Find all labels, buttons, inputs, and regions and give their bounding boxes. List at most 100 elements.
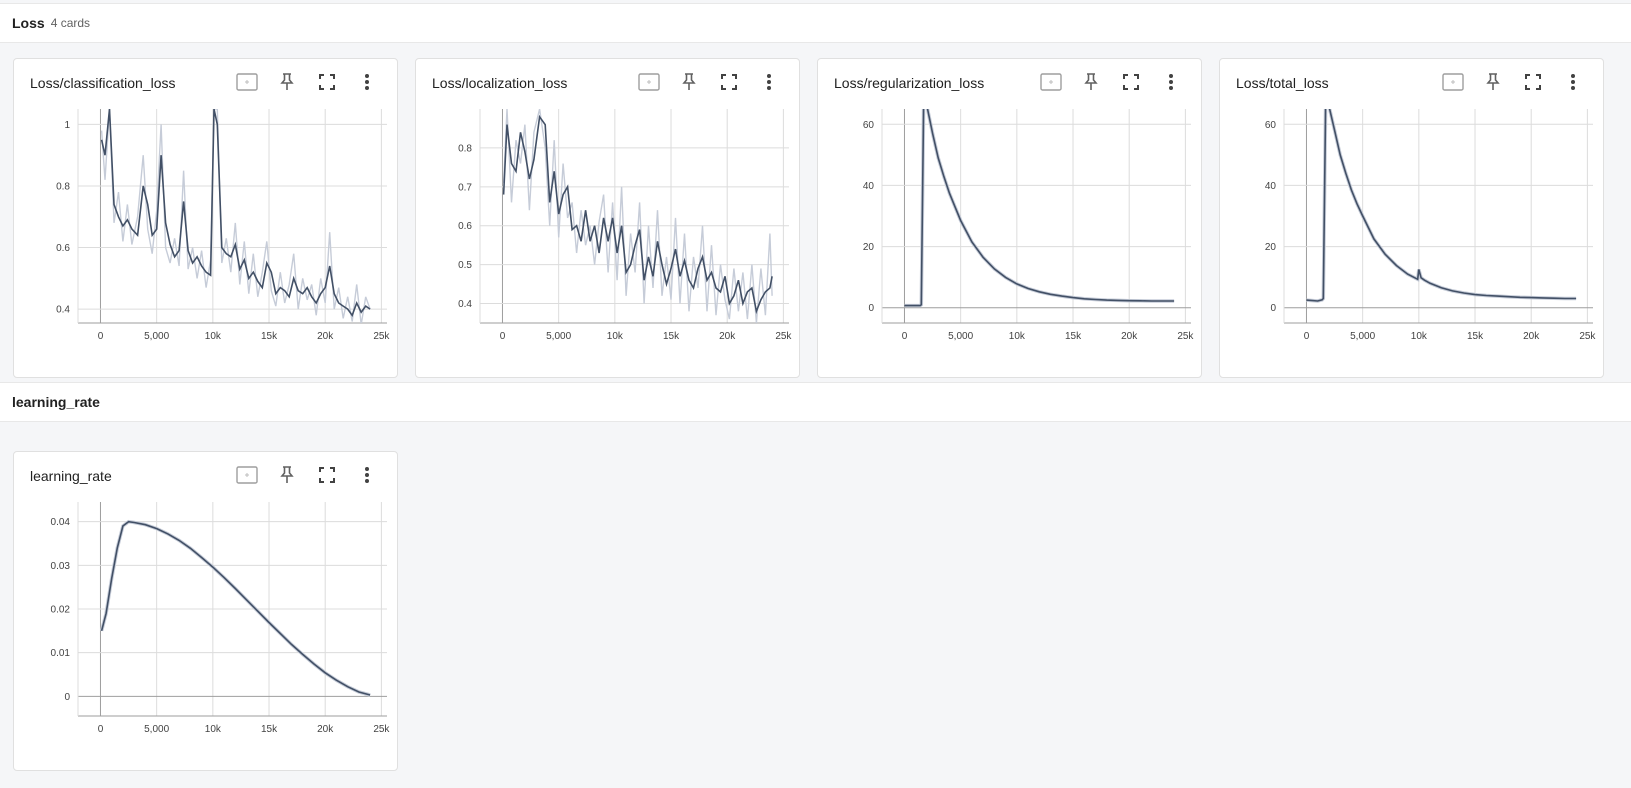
fullscreen-button[interactable] bbox=[1513, 72, 1553, 96]
line-chart[interactable]: 0 5,000 10k 15k 20k 25k 0 20 40 60 bbox=[818, 105, 1203, 345]
x-tick-label: 5,000 bbox=[1350, 331, 1375, 342]
pin-icon bbox=[280, 465, 294, 489]
pin-button[interactable] bbox=[267, 72, 307, 96]
scalar-card: Loss/classification_loss 0 5,000 10k 15k 20k 2… bbox=[13, 58, 398, 378]
more-vert-button[interactable] bbox=[1151, 72, 1191, 96]
more-vert-icon bbox=[1168, 73, 1174, 96]
y-tick-label: 0.04 bbox=[51, 517, 71, 528]
fullscreen-icon bbox=[319, 73, 335, 95]
group-card-count: 4 cards bbox=[50, 16, 91, 30]
fit-domain-button[interactable] bbox=[629, 72, 669, 96]
more-vert-icon bbox=[1570, 73, 1576, 96]
more-vert-button[interactable] bbox=[347, 465, 387, 489]
x-tick-label: 5,000 bbox=[546, 331, 571, 342]
x-tick-label: 25k bbox=[1579, 331, 1596, 342]
group-title: learning_rate bbox=[12, 394, 100, 410]
fullscreen-icon bbox=[1123, 73, 1139, 95]
y-tick-label: 0.4 bbox=[458, 299, 472, 310]
x-tick-label: 5,000 bbox=[144, 331, 169, 342]
x-tick-label: 20k bbox=[317, 331, 334, 342]
y-tick-label: 0 bbox=[1270, 303, 1276, 314]
card-toolbar bbox=[227, 72, 387, 96]
x-tick-label: 15k bbox=[261, 331, 278, 342]
y-tick-label: 60 bbox=[863, 120, 875, 131]
y-tick-label: 60 bbox=[1265, 120, 1277, 131]
pin-icon bbox=[1486, 72, 1500, 96]
chart-title: Loss/localization_loss bbox=[432, 75, 568, 91]
raw-series-line bbox=[100, 109, 371, 323]
y-tick-label: 0.6 bbox=[458, 221, 472, 232]
fit-domain-button[interactable] bbox=[1433, 72, 1473, 96]
line-chart[interactable]: 0 5,000 10k 15k 20k 25k 0.4 0.6 0.8 1 bbox=[14, 105, 399, 345]
y-tick-label: 20 bbox=[863, 242, 875, 253]
raw-series-line bbox=[1306, 109, 1577, 303]
x-tick-label: 20k bbox=[1121, 331, 1138, 342]
more-vert-button[interactable] bbox=[347, 72, 387, 96]
line-chart[interactable]: 0 5,000 10k 15k 20k 25k 0 0.01 0.02 0.03 0.04 bbox=[14, 498, 399, 738]
y-tick-label: 0.7 bbox=[458, 182, 472, 193]
fit-domain-button[interactable] bbox=[1031, 72, 1071, 96]
x-tick-label: 25k bbox=[1177, 331, 1194, 342]
pin-icon bbox=[682, 72, 696, 96]
y-tick-label: 40 bbox=[1265, 181, 1277, 192]
group-header-loss[interactable]: Loss 4 cards bbox=[0, 3, 1631, 43]
y-tick-label: 0.01 bbox=[51, 648, 71, 659]
line-chart[interactable]: 0 5,000 10k 15k 20k 25k 0 20 40 60 bbox=[1220, 105, 1605, 345]
x-tick-label: 25k bbox=[373, 724, 390, 735]
y-tick-label: 0.8 bbox=[458, 143, 472, 154]
x-tick-label: 10k bbox=[607, 331, 624, 342]
raw-series-line bbox=[99, 519, 371, 697]
chart-title: Loss/regularization_loss bbox=[834, 75, 985, 91]
scalar-card: Loss/regularization_loss 0 5,000 10k 15k 20k 2… bbox=[817, 58, 1202, 378]
x-tick-label: 0 bbox=[1304, 331, 1310, 342]
more-vert-icon bbox=[766, 73, 772, 96]
fit-domain-button[interactable] bbox=[227, 72, 267, 96]
fullscreen-icon bbox=[319, 466, 335, 488]
fullscreen-button[interactable] bbox=[307, 72, 347, 96]
pin-button[interactable] bbox=[1071, 72, 1111, 96]
x-tick-label: 10k bbox=[1009, 331, 1026, 342]
y-tick-label: 0.5 bbox=[458, 260, 472, 271]
x-tick-label: 0 bbox=[902, 331, 908, 342]
x-tick-label: 25k bbox=[373, 331, 390, 342]
x-tick-label: 15k bbox=[1467, 331, 1484, 342]
smoothed-series-line bbox=[1306, 109, 1577, 302]
pin-button[interactable] bbox=[669, 72, 709, 96]
smoothed-series-line bbox=[502, 114, 773, 315]
pin-button[interactable] bbox=[267, 465, 307, 489]
y-tick-label: 0.8 bbox=[56, 181, 70, 192]
y-tick-label: 0.03 bbox=[51, 561, 71, 572]
x-tick-label: 5,000 bbox=[948, 331, 973, 342]
y-tick-label: 40 bbox=[863, 181, 875, 192]
fullscreen-button[interactable] bbox=[1111, 72, 1151, 96]
fit-domain-icon bbox=[1040, 72, 1062, 96]
x-tick-label: 25k bbox=[775, 331, 792, 342]
scalar-card: Loss/total_loss 0 5,000 10k 15k 20k 25k 0 20 40 60 bbox=[1219, 58, 1604, 378]
card-toolbar bbox=[1433, 72, 1593, 96]
fullscreen-button[interactable] bbox=[307, 465, 347, 489]
y-tick-label: 1 bbox=[64, 120, 70, 131]
more-vert-button[interactable] bbox=[749, 72, 789, 96]
scalar-card: learning_rate 0 5,000 10k 15k 20k 25k 0 0.01 0.02… bbox=[13, 451, 398, 771]
fit-domain-icon bbox=[236, 465, 258, 489]
more-vert-button[interactable] bbox=[1553, 72, 1593, 96]
x-tick-label: 0 bbox=[98, 331, 104, 342]
fit-domain-icon bbox=[1442, 72, 1464, 96]
x-tick-label: 20k bbox=[317, 724, 334, 735]
pin-button[interactable] bbox=[1473, 72, 1513, 96]
pin-icon bbox=[1084, 72, 1098, 96]
x-tick-label: 10k bbox=[1411, 331, 1428, 342]
x-tick-label: 15k bbox=[1065, 331, 1082, 342]
fit-domain-icon bbox=[236, 72, 258, 96]
x-tick-label: 5,000 bbox=[144, 724, 169, 735]
fit-domain-button[interactable] bbox=[227, 465, 267, 489]
raw-series-line bbox=[904, 109, 1175, 308]
y-tick-label: 0 bbox=[868, 303, 874, 314]
line-chart[interactable]: 0 5,000 10k 15k 20k 25k 0.4 0.5 0.6 0.7 0.8 bbox=[416, 105, 801, 345]
x-tick-label: 15k bbox=[261, 724, 278, 735]
fullscreen-button[interactable] bbox=[709, 72, 749, 96]
more-vert-icon bbox=[364, 73, 370, 96]
group-header-learning-rate[interactable]: learning_rate bbox=[0, 382, 1631, 422]
smoothed-series-line bbox=[904, 109, 1175, 307]
y-tick-label: 0.4 bbox=[56, 305, 70, 316]
